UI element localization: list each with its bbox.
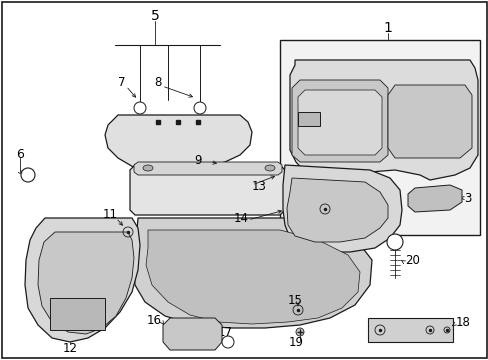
Bar xyxy=(297,112,319,126)
Text: 8: 8 xyxy=(154,76,161,89)
Text: 7: 7 xyxy=(118,76,125,89)
Text: 3: 3 xyxy=(463,192,470,204)
Text: 17: 17 xyxy=(217,325,232,338)
Circle shape xyxy=(194,102,205,114)
Polygon shape xyxy=(146,230,359,324)
Polygon shape xyxy=(283,165,401,252)
Polygon shape xyxy=(387,85,471,158)
Polygon shape xyxy=(291,80,387,162)
Text: 13: 13 xyxy=(251,180,266,194)
Polygon shape xyxy=(25,218,140,342)
Circle shape xyxy=(21,168,35,182)
Polygon shape xyxy=(130,165,285,215)
Text: 4: 4 xyxy=(303,116,309,126)
Text: 6: 6 xyxy=(16,148,24,162)
Circle shape xyxy=(222,336,234,348)
Text: 5: 5 xyxy=(150,9,159,23)
Text: 14: 14 xyxy=(234,211,248,225)
Polygon shape xyxy=(105,115,251,172)
Text: 15: 15 xyxy=(287,293,302,306)
Text: 12: 12 xyxy=(62,342,77,355)
Text: 16: 16 xyxy=(147,314,162,327)
Polygon shape xyxy=(163,318,222,350)
Ellipse shape xyxy=(142,165,153,171)
Bar xyxy=(280,40,479,235)
Circle shape xyxy=(386,234,402,250)
Text: 2: 2 xyxy=(317,231,324,244)
Text: 18: 18 xyxy=(455,315,470,328)
Circle shape xyxy=(295,328,304,336)
Text: 1: 1 xyxy=(383,21,392,35)
Polygon shape xyxy=(289,60,477,180)
Ellipse shape xyxy=(264,165,274,171)
Polygon shape xyxy=(134,162,282,175)
Polygon shape xyxy=(407,185,461,212)
Polygon shape xyxy=(38,232,134,334)
Polygon shape xyxy=(297,90,381,155)
Polygon shape xyxy=(133,218,371,328)
Text: 9: 9 xyxy=(194,153,202,166)
Text: 11: 11 xyxy=(103,207,118,220)
Text: 19: 19 xyxy=(288,336,303,348)
Polygon shape xyxy=(286,178,387,242)
Text: 20: 20 xyxy=(404,253,419,266)
Circle shape xyxy=(134,102,146,114)
Bar xyxy=(367,318,452,342)
Bar xyxy=(50,298,105,330)
Text: 10: 10 xyxy=(60,307,74,317)
